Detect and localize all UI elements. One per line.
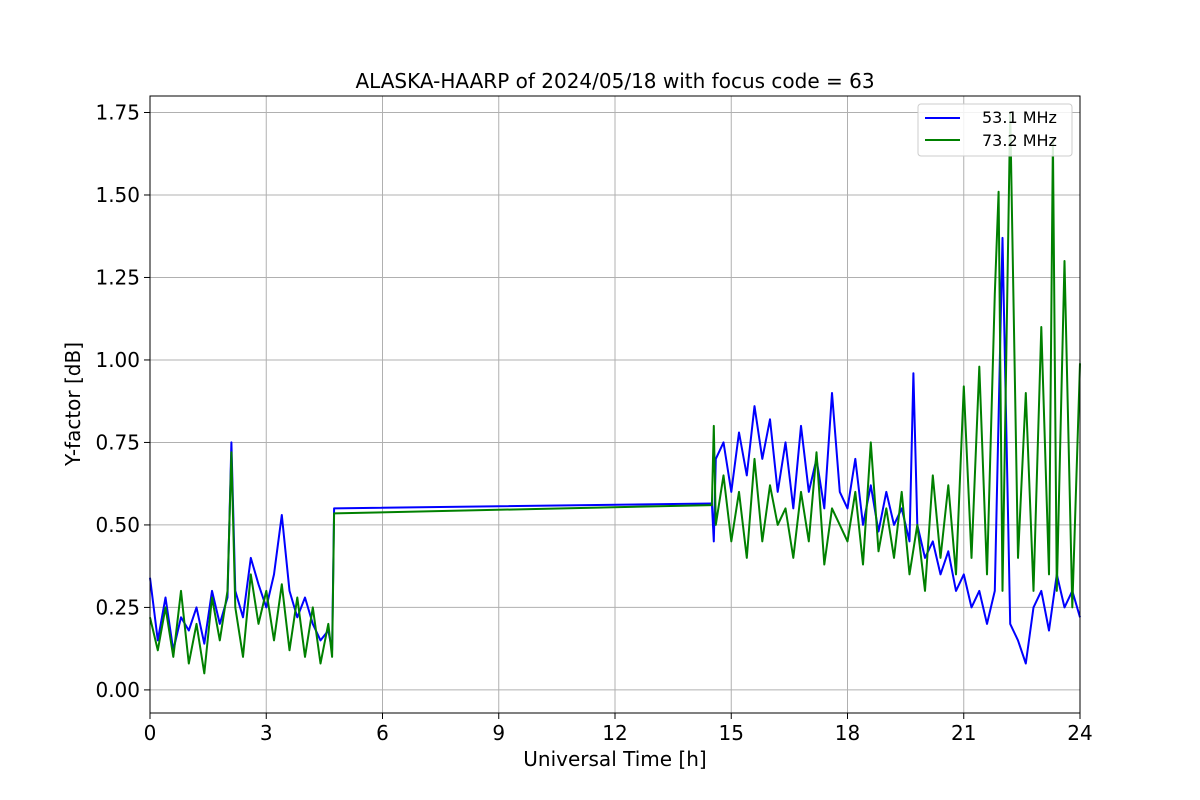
x-tick-label: 18 bbox=[835, 721, 860, 745]
x-tick-label: 24 bbox=[1067, 721, 1092, 745]
y-tick-label: 0.25 bbox=[95, 595, 140, 619]
x-tick-label: 9 bbox=[492, 721, 505, 745]
y-tick-label: 0.50 bbox=[95, 513, 140, 537]
x-axis-label: Universal Time [h] bbox=[523, 747, 706, 771]
chart-title: ALASKA-HAARP of 2024/05/18 with focus co… bbox=[355, 69, 874, 93]
series-line-73-2-mhz bbox=[149, 111, 1081, 675]
y-ticks: 0.00 0.25 0.50 0.75 1.00 1.25 1.50 1.75 bbox=[95, 100, 150, 702]
y-tick-label: 1.75 bbox=[95, 100, 140, 124]
y-tick-label: 0.00 bbox=[95, 678, 140, 702]
legend: 53.1 MHz 73.2 MHz bbox=[917, 103, 1073, 157]
y-axis-label: Y-factor [dB] bbox=[61, 342, 85, 467]
legend-label-53-1-mhz: 53.1 MHz bbox=[982, 108, 1057, 127]
x-tick-label: 3 bbox=[260, 721, 273, 745]
x-tick-label: 6 bbox=[376, 721, 389, 745]
y-tick-label: 1.00 bbox=[95, 348, 140, 372]
y-tick-label: 1.50 bbox=[95, 183, 140, 207]
series-line-53-1-mhz bbox=[149, 236, 1081, 665]
series-layer bbox=[149, 111, 1081, 675]
x-tick-label: 12 bbox=[602, 721, 627, 745]
x-tick-label: 0 bbox=[144, 721, 157, 745]
y-tick-label: 1.25 bbox=[95, 265, 140, 289]
legend-label-73-2-mhz: 73.2 MHz bbox=[982, 131, 1057, 150]
y-tick-label: 0.75 bbox=[95, 430, 140, 454]
x-tick-label: 15 bbox=[719, 721, 744, 745]
x-tick-label: 21 bbox=[951, 721, 976, 745]
x-ticks: 0 3 6 9 12 15 18 21 24 bbox=[144, 713, 1093, 745]
